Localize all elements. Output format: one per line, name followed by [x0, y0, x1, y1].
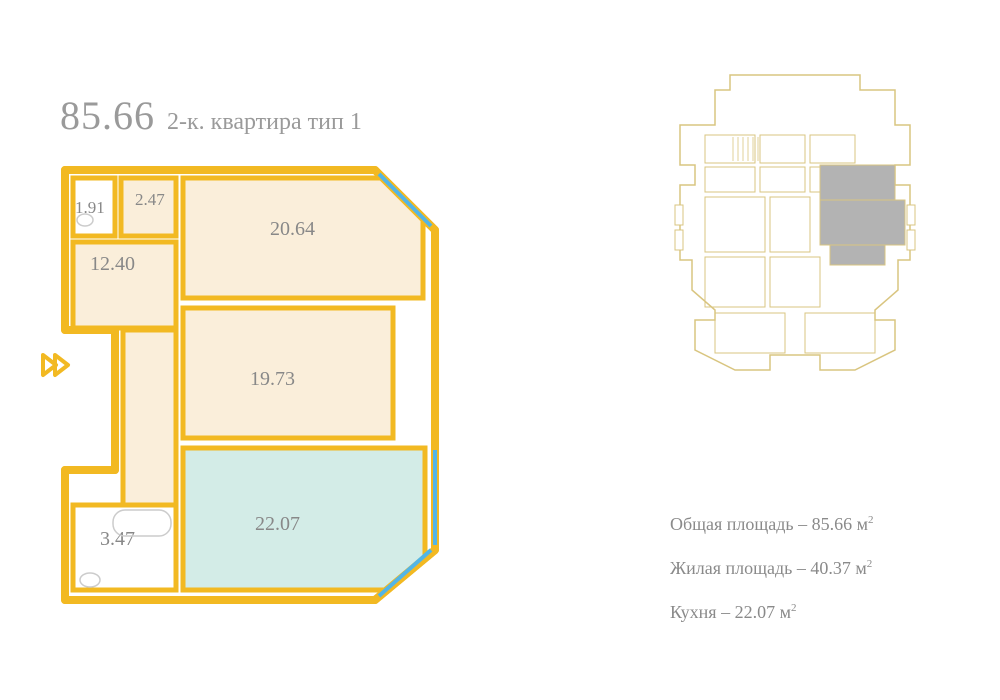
- title-area: 85.66: [60, 93, 155, 138]
- stat-value: 40.37: [810, 558, 851, 578]
- svg-text:12.40: 12.40: [90, 253, 135, 275]
- svg-text:19.73: 19.73: [250, 368, 295, 390]
- stat-label: Общая площадь: [670, 514, 794, 534]
- stat-value: 22.07: [735, 602, 776, 622]
- svg-text:1.91: 1.91: [75, 198, 105, 217]
- stat-label: Жилая площадь: [670, 558, 792, 578]
- stat-unit: м2: [855, 558, 872, 578]
- stat-unit: м2: [780, 602, 797, 622]
- svg-text:2.47: 2.47: [135, 190, 165, 209]
- stat-value: 85.66: [812, 514, 853, 534]
- building-plan-diagram: [670, 65, 920, 385]
- floorplan-diagram: 1.91 2.47 20.64 12.40 19.73 22.07 3.47: [35, 150, 455, 610]
- svg-text:3.47: 3.47: [100, 528, 135, 550]
- stat-label: Кухня: [670, 602, 717, 622]
- svg-text:20.64: 20.64: [270, 218, 315, 240]
- stat-row-total: Общая площадь – 85.66 м2: [670, 500, 874, 544]
- stat-row-kitchen: Кухня – 22.07 м2: [670, 588, 874, 632]
- svg-text:22.07: 22.07: [255, 513, 300, 535]
- stats-block: Общая площадь – 85.66 м2 Жилая площадь –…: [670, 500, 874, 632]
- apartment-title: 85.66 2-к. квартира тип 1: [60, 92, 362, 139]
- stat-row-living: Жилая площадь – 40.37 м2: [670, 544, 874, 588]
- title-subtitle: 2-к. квартира тип 1: [167, 109, 362, 135]
- stat-unit: м2: [857, 514, 874, 534]
